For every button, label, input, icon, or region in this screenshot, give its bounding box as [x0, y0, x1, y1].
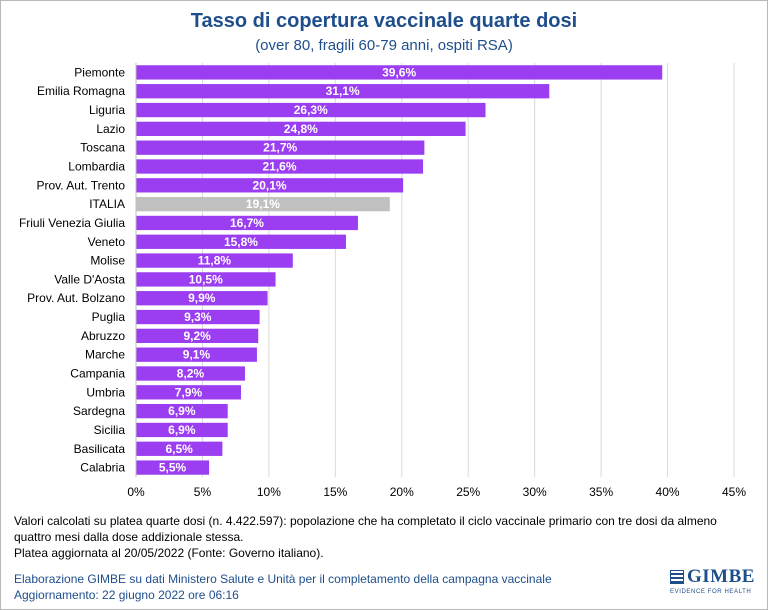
x-tick-label: 40%: [656, 485, 680, 499]
bar: [136, 178, 404, 193]
bar: [136, 309, 260, 325]
bar: [136, 328, 259, 344]
category-label: Abruzzo: [81, 329, 125, 343]
x-tick-label: 30%: [523, 485, 547, 499]
bar: [136, 422, 228, 438]
data-label: 9,3%: [184, 310, 212, 324]
logo-name: GIMBE: [687, 566, 755, 587]
bar: [136, 140, 425, 155]
footnote: Valori calcolati su platea quarte dosi (…: [14, 513, 754, 561]
bar: [136, 441, 223, 456]
x-tick-label: 15%: [323, 485, 347, 499]
data-label: 5,5%: [159, 461, 187, 475]
category-label: Puglia: [92, 310, 126, 324]
bar: [136, 403, 228, 419]
category-label: Marche: [85, 348, 125, 362]
data-label: 26,3%: [294, 103, 328, 117]
data-label: 10,5%: [189, 272, 223, 286]
data-label: 6,5%: [166, 442, 194, 456]
source-note: Elaborazione GIMBE su dati Ministero Sal…: [14, 571, 654, 603]
bar: [136, 272, 276, 287]
category-label: Calabria: [80, 461, 125, 475]
category-label: Sardegna: [73, 404, 125, 418]
bar: [136, 291, 268, 306]
data-label: 6,9%: [168, 423, 196, 437]
data-label: 7,9%: [175, 385, 203, 399]
footnote-line-2: Platea aggiornata al 20/05/2022 (Fonte: …: [14, 546, 324, 560]
bar: [136, 460, 210, 475]
category-label: Liguria: [89, 103, 125, 117]
data-label: 15,8%: [224, 235, 258, 249]
x-tick-label: 5%: [194, 485, 212, 499]
data-label: 21,7%: [263, 141, 297, 155]
update-line: Aggiornamento: 22 giugno 2022 ore 06:16: [14, 588, 239, 602]
bar: [136, 366, 245, 381]
gimbe-mark-icon: [670, 570, 684, 584]
x-tick-label: 10%: [257, 485, 281, 499]
data-label: 9,1%: [183, 348, 211, 362]
footnote-line-1: Valori calcolati su platea quarte dosi (…: [14, 514, 717, 544]
bar: [136, 102, 486, 118]
category-label: Sicilia: [94, 423, 126, 437]
category-label: ITALIA: [89, 197, 125, 211]
category-label: Campania: [70, 367, 125, 381]
data-label: 16,7%: [230, 216, 264, 230]
data-label: 9,2%: [183, 329, 211, 343]
category-label: Lombardia: [68, 160, 125, 174]
data-label: 31,1%: [326, 84, 360, 98]
category-label: Toscana: [80, 141, 125, 155]
bar: [136, 121, 466, 137]
category-label: Piemonte: [74, 65, 125, 79]
chart-subtitle: (over 80, fragili 60-79 anni, ospiti RSA…: [255, 37, 513, 54]
gimbe-logo: GIMBE EVIDENCE FOR HEALTH: [670, 566, 756, 595]
x-tick-label: 20%: [390, 485, 414, 499]
bar: [136, 347, 257, 362]
category-label: Veneto: [88, 235, 126, 249]
bar: [136, 234, 346, 249]
category-label: Prov. Aut. Trento: [37, 178, 126, 192]
data-label: 24,8%: [284, 122, 318, 136]
source-line-1: Elaborazione GIMBE su dati Ministero Sal…: [14, 572, 552, 586]
bar: [136, 84, 550, 99]
x-tick-label: 0%: [127, 485, 145, 499]
category-label: Umbria: [86, 385, 125, 399]
data-label: 19,1%: [246, 197, 280, 211]
category-label: Prov. Aut. Bolzano: [27, 291, 125, 305]
x-tick-label: 35%: [589, 485, 613, 499]
category-label: Emilia Romagna: [37, 84, 125, 98]
chart-title: Tasso di copertura vaccinale quarte dosi: [190, 10, 578, 32]
data-label: 20,1%: [253, 178, 287, 192]
bar: [136, 196, 390, 212]
bar: [136, 253, 293, 268]
category-label: Basilicata: [74, 442, 126, 456]
bar: [136, 385, 241, 400]
x-tick-label: 45%: [722, 485, 746, 499]
data-label: 6,9%: [168, 404, 196, 418]
category-label: Lazio: [96, 122, 125, 136]
data-label: 9,9%: [188, 291, 216, 305]
bar: [136, 159, 424, 174]
bar: [136, 65, 663, 80]
x-tick-label: 25%: [456, 485, 480, 499]
data-label: 39,6%: [382, 65, 416, 79]
category-label: Friuli Venezia Giulia: [19, 216, 125, 230]
bar-chart: 0% 5% 10% 15% 20% 25% 30% 35% 40% 45% Piemonte 39,6…: [19, 63, 746, 499]
data-label: 21,6%: [263, 160, 297, 174]
logo-tagline: EVIDENCE FOR HEALTH: [670, 589, 752, 595]
data-label: 11,8%: [198, 254, 232, 268]
bar: [136, 215, 358, 231]
data-label: 8,2%: [177, 367, 205, 381]
category-label: Valle D'Aosta: [54, 272, 125, 286]
category-label: Molise: [90, 254, 125, 268]
